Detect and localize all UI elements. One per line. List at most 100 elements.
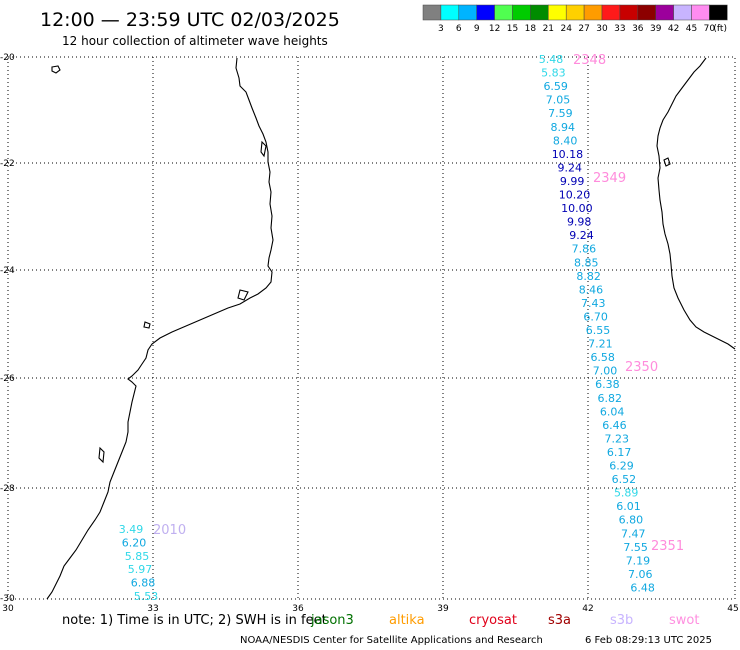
color-scale-swatch <box>548 4 567 21</box>
wave-height-value: 8.85 <box>574 256 599 269</box>
wave-height-value: 7.47 <box>621 527 646 540</box>
wave-height-value: 6.20 <box>122 536 147 549</box>
wave-height-value: 7.00 <box>593 365 618 378</box>
color-scale-label: 12 <box>489 24 500 34</box>
wave-height-value: 5.89 <box>614 487 639 500</box>
footer-timestamp: 6 Feb 08:29:13 UTC 2025 <box>585 635 712 646</box>
pass-number-label: 2349 <box>593 171 626 186</box>
wave-height-value: 7.23 <box>605 432 630 445</box>
island-east <box>663 157 671 167</box>
color-scale-label: 9 <box>474 24 480 34</box>
color-scale-swatch <box>530 4 549 21</box>
color-scale-label: 3 <box>438 24 444 34</box>
wave-height-value: 7.19 <box>626 554 651 567</box>
page-title: 12:00 — 23:59 UTC 02/03/2025 <box>40 9 340 31</box>
pass-number-labels: 2348 2349 2350 2351 2010 <box>153 53 684 554</box>
wave-height-value: 6.82 <box>598 392 623 405</box>
wave-height-values: 5.485.836.597.057.598.948.4010.189.249.9… <box>119 53 655 603</box>
pass-number-label: 2010 <box>153 523 186 538</box>
lagoon-feature <box>260 140 267 158</box>
lon-tick-label: 36 <box>292 604 304 614</box>
lake-feature-2 <box>143 321 151 329</box>
color-scale-label: 33 <box>614 24 625 34</box>
wave-height-value: 6.17 <box>607 446 632 459</box>
satellite-legend-altika: altika <box>389 613 425 628</box>
wave-height-value: 7.05 <box>546 94 571 107</box>
satellite-legend-s3a: s3a <box>548 613 571 628</box>
satellite-legend-cryosat: cryosat <box>469 613 517 628</box>
wave-height-value: 6.55 <box>586 324 611 337</box>
color-scale-label: 42 <box>668 24 679 34</box>
lon-tick-label: 33 <box>147 604 158 614</box>
wave-height-value: 8.82 <box>576 270 601 283</box>
color-scale-label: 24 <box>560 24 572 34</box>
map-frame <box>7 56 736 600</box>
lon-tick-label: 42 <box>582 604 593 614</box>
lon-tick-label: 45 <box>727 604 738 614</box>
color-scale-swatch <box>422 4 442 21</box>
lat-tick-label: -30 <box>0 594 15 604</box>
pass-number-label: 2351 <box>651 539 684 554</box>
lat-tick-label: -24 <box>0 266 15 276</box>
color-scale-label: 30 <box>596 24 608 34</box>
color-scale-label: 18 <box>525 24 537 34</box>
color-scale-label: 15 <box>507 24 518 34</box>
color-scale-label: 21 <box>543 24 554 34</box>
color-scale-swatch <box>512 4 531 21</box>
wave-height-value: 10.20 <box>559 189 591 202</box>
color-scale-label: 70 <box>704 24 716 34</box>
wave-height-value: 10.18 <box>552 148 584 161</box>
color-scale-swatch <box>619 4 639 21</box>
color-scale-swatch <box>494 4 513 21</box>
wave-height-value: 6.59 <box>543 80 568 93</box>
wave-height-value: 6.38 <box>595 378 620 391</box>
map-border <box>7 56 736 600</box>
madagascar-coastline <box>656 57 736 350</box>
wave-height-value: 5.48 <box>539 53 564 66</box>
footer-credit: NOAA/NESDIS Center for Satellite Applica… <box>240 635 543 646</box>
wave-height-value: 7.43 <box>581 297 606 310</box>
color-scale-swatch <box>637 4 656 21</box>
wave-height-value: 9.24 <box>558 161 583 174</box>
color-scale-swatch <box>458 4 477 21</box>
wave-height-value: 7.86 <box>572 243 597 256</box>
wave-height-value: 7.55 <box>623 541 648 554</box>
wave-height-value: 6.04 <box>600 405 625 418</box>
wave-height-value: 3.49 <box>119 523 144 536</box>
lake-feature-1 <box>237 289 249 301</box>
units-note: note: 1) Time is in UTC; 2) SWH is in fe… <box>62 613 327 628</box>
lat-tick-label: -28 <box>0 484 15 494</box>
wave-height-value: 6.46 <box>602 419 627 432</box>
island-north <box>51 65 61 74</box>
color-scale-label: 45 <box>686 24 697 34</box>
coastlines <box>46 57 736 600</box>
wave-height-value: 5.85 <box>125 550 150 563</box>
lat-tick-label: -22 <box>0 159 15 169</box>
wave-height-value: 7.06 <box>628 568 653 581</box>
color-scale-swatch <box>565 4 585 21</box>
satellite-legend-jason3: jason3 <box>310 613 354 628</box>
satellite-legend-swot: swot <box>669 613 699 628</box>
wave-height-value: 9.98 <box>567 216 592 229</box>
color-scale-swatch <box>709 4 728 21</box>
lat-tick-label: -20 <box>0 53 15 63</box>
wave-height-value: 7.21 <box>588 338 613 351</box>
color-scale-label: 39 <box>650 24 662 34</box>
lat-tick-label: -26 <box>0 374 15 384</box>
wave-height-value: 9.99 <box>560 175 585 188</box>
wave-height-value: 6.52 <box>612 473 637 486</box>
wave-height-value: 6.01 <box>616 500 641 513</box>
color-scale-label: 27 <box>578 24 589 34</box>
wave-height-value: 7.59 <box>548 107 573 120</box>
lake-feature-3 <box>98 446 105 464</box>
wave-height-value: 5.83 <box>541 67 566 80</box>
wave-height-value: 9.24 <box>569 229 594 242</box>
color-scale-legend: 3 6 9 12 15 18 21 24 27 30 33 36 39 42 45 70(ft) <box>422 4 728 34</box>
wave-height-value: 8.40 <box>553 134 578 147</box>
wave-height-value: 5.97 <box>128 563 153 576</box>
satellite-legend: jason3 altika cryosat s3a s3b swot <box>310 613 699 628</box>
color-scale-swatch <box>655 4 674 21</box>
